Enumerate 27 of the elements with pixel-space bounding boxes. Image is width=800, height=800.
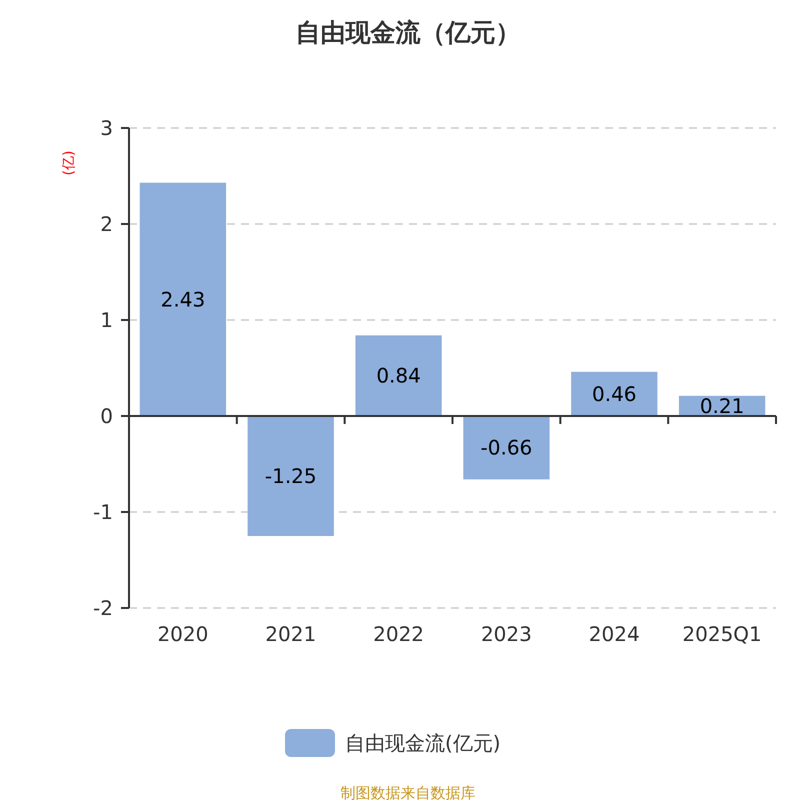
y-tick-label: -2 bbox=[93, 596, 113, 620]
y-tick-label: 0 bbox=[100, 404, 113, 428]
x-tick-label: 2021 bbox=[265, 622, 316, 646]
y-axis-title: (亿) bbox=[60, 150, 77, 176]
bar bbox=[571, 372, 658, 416]
data-label: 0.46 bbox=[592, 382, 637, 406]
bar bbox=[140, 182, 226, 416]
x-tick-label: 2025Q1 bbox=[682, 622, 762, 646]
y-tick-label: 1 bbox=[100, 308, 113, 332]
y-tick-label: 3 bbox=[100, 116, 113, 140]
x-tick-label: 2022 bbox=[373, 622, 424, 646]
data-label: 0.84 bbox=[376, 364, 421, 388]
bar bbox=[248, 416, 334, 536]
data-label: -1.25 bbox=[264, 464, 317, 488]
data-label: 2.43 bbox=[160, 287, 206, 312]
y-tick-label: 2 bbox=[100, 212, 113, 236]
bar bbox=[463, 416, 550, 480]
x-tick-label: 2020 bbox=[157, 622, 208, 646]
text: 制图数据来自数据库 bbox=[340, 784, 476, 800]
chart-title: 自由现金流（亿元） bbox=[296, 18, 520, 47]
data-label: -0.66 bbox=[480, 436, 532, 460]
bar bbox=[355, 335, 442, 416]
x-tick-label: 2023 bbox=[480, 622, 532, 646]
data-label: 0.21 bbox=[700, 394, 744, 418]
y-tick-label: -1 bbox=[93, 500, 113, 524]
legend-label: 自由现金流(亿元) bbox=[345, 731, 501, 755]
x-tick-label: 2024 bbox=[588, 622, 640, 646]
